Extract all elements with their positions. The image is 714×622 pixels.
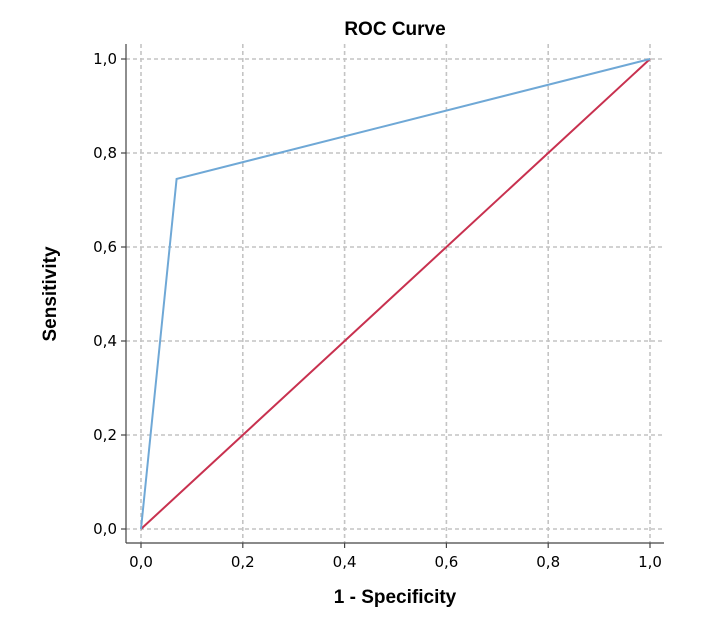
y-axis-label: Sensitivity	[40, 246, 61, 341]
y-tick-label: 0,0	[93, 520, 117, 538]
x-axis-label: 1 - Specificity	[334, 587, 457, 608]
x-tick-labels: 0,0 0,2 0,4 0,6 0,8 1,0	[129, 553, 662, 571]
y-tick-label: 0,2	[93, 426, 117, 444]
axes	[121, 44, 664, 548]
y-tick-label: 1,0	[93, 50, 117, 68]
x-tick-label: 0,2	[231, 553, 255, 571]
y-tick-label: 0,6	[93, 238, 117, 256]
series-line-reference-line	[140, 58, 651, 530]
series-line-roc-curve	[140, 58, 651, 530]
chart-title: ROC Curve	[344, 19, 445, 40]
x-tick-label: 1,0	[638, 553, 662, 571]
y-tick-label: 0,8	[93, 144, 117, 162]
grid-lines	[126, 44, 664, 543]
x-tick-label: 0,0	[129, 553, 153, 571]
x-tick-label: 0,6	[434, 553, 458, 571]
x-tick-label: 0,8	[536, 553, 560, 571]
y-tick-label: 0,4	[93, 332, 117, 350]
y-tick-labels: 0,0 0,2 0,4 0,6 0,8 1,0	[93, 50, 117, 538]
series-group	[140, 58, 651, 530]
x-tick-label: 0,4	[333, 553, 357, 571]
